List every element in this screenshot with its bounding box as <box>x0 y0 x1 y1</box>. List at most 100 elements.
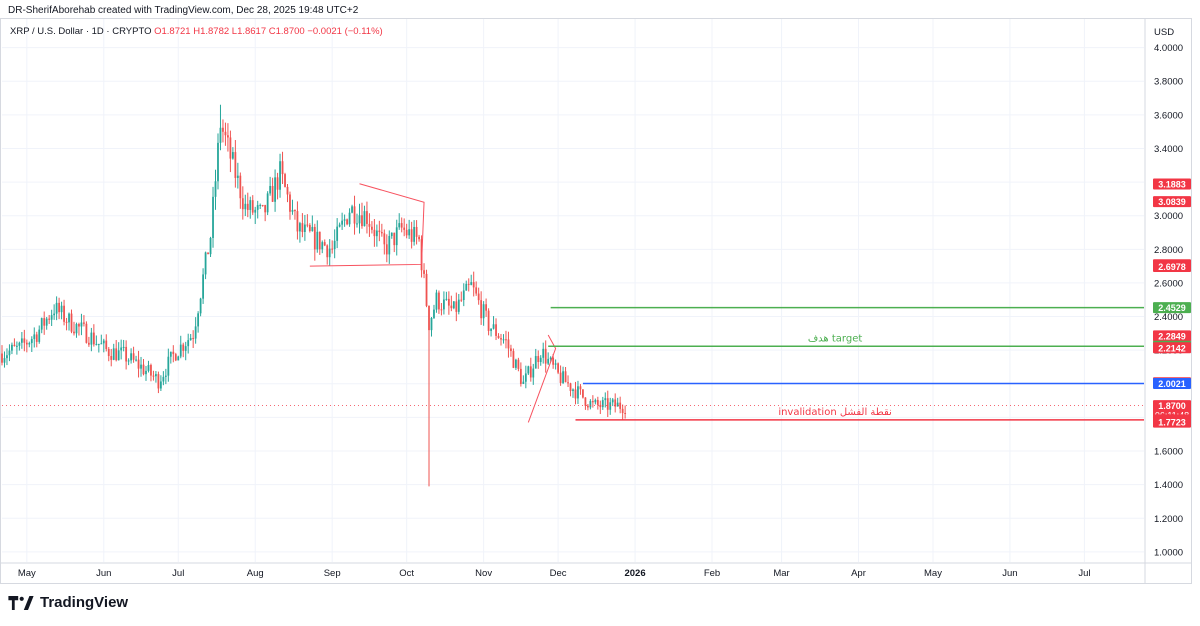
candle-body <box>78 324 80 327</box>
candle-body <box>266 193 269 213</box>
candle-body <box>145 370 147 375</box>
candle-body <box>333 240 336 250</box>
invalidation-label: invalidation نقطة الفشل <box>778 407 892 418</box>
candle-body <box>177 356 180 361</box>
candle-body <box>562 371 564 383</box>
candle-body <box>6 355 8 359</box>
ohlc-h: H1.8782 <box>193 26 232 37</box>
candle-body <box>500 338 502 340</box>
candle-body <box>150 365 152 376</box>
y-tick-label: 3.4000 <box>1154 144 1183 155</box>
candle-body <box>383 233 386 245</box>
candle-body <box>517 359 520 369</box>
candle-body <box>50 315 53 320</box>
candle-body <box>487 310 490 331</box>
candle-body <box>130 353 132 361</box>
candle-body <box>366 211 368 224</box>
candle-body <box>289 194 291 212</box>
candle-body <box>519 368 522 384</box>
candle-body <box>403 227 406 230</box>
candle-body <box>25 342 28 345</box>
candle-body <box>326 245 329 258</box>
candle-body <box>492 324 495 329</box>
y-tick-label: 2.4000 <box>1154 312 1183 323</box>
candle-body <box>557 363 560 373</box>
ohlc-o: O1.8721 <box>154 26 193 37</box>
candle-body <box>624 412 627 414</box>
candle-body <box>505 339 507 341</box>
candle-body <box>199 298 202 314</box>
candle-body <box>515 359 517 368</box>
candle-body <box>455 301 458 312</box>
x-tick-label: Oct <box>399 568 414 579</box>
candle-body <box>30 339 33 344</box>
candle-body <box>480 300 483 319</box>
candle-body <box>281 161 284 175</box>
candle-body <box>115 348 118 361</box>
candle-body <box>107 348 110 357</box>
candle-body <box>572 389 574 392</box>
candle-body <box>579 386 582 390</box>
candle-body <box>559 372 562 383</box>
candle-body <box>294 210 296 212</box>
target-label: هدف target <box>808 333 863 344</box>
price-label-tag <box>1153 302 1191 314</box>
candle-body <box>353 206 356 224</box>
candle-body <box>299 223 301 232</box>
candle-body <box>524 373 527 382</box>
candle-body <box>554 363 557 365</box>
candle-body <box>65 321 68 323</box>
candle-body <box>202 274 204 299</box>
price-label-text: 2.6978 <box>1158 262 1186 272</box>
candle-body <box>189 337 192 341</box>
candle-body <box>127 360 130 362</box>
candle-body <box>343 219 346 221</box>
candle-body <box>117 350 120 361</box>
candle-body <box>316 231 319 250</box>
candle-body <box>447 298 450 306</box>
y-tick-label: 4.0000 <box>1154 43 1183 54</box>
candle-body <box>182 344 185 351</box>
price-label-text: 1.8700 <box>1158 401 1186 411</box>
candle-body <box>440 309 443 311</box>
candle-body <box>358 215 361 224</box>
candle-body <box>147 365 150 371</box>
ohlc-change: −0.0021 (−0.11%) <box>307 26 382 37</box>
candle-body <box>512 351 515 368</box>
candle-body <box>279 161 281 190</box>
candle-body <box>207 252 209 255</box>
candle-body <box>395 227 398 246</box>
candle-body <box>544 348 547 364</box>
candle-body <box>462 290 465 300</box>
candle-body <box>222 127 224 132</box>
candle-body <box>132 353 135 360</box>
currency-label: USD <box>1154 27 1174 38</box>
candle-body <box>269 185 272 194</box>
candle-body <box>105 340 108 349</box>
price-label-text: 1.7723 <box>1158 418 1186 428</box>
candle-body <box>423 270 425 274</box>
candle-body <box>413 226 416 242</box>
candle-body <box>363 211 366 227</box>
candle-body <box>256 205 259 210</box>
candle-body <box>574 389 577 399</box>
candle-body <box>398 223 401 228</box>
tradingview-footer[interactable]: TradingView <box>8 594 128 611</box>
x-tick-label: Jul <box>172 568 184 579</box>
candle-body <box>85 323 88 343</box>
candle-body <box>467 283 470 285</box>
candle-body <box>102 340 105 344</box>
candle-body <box>271 185 274 202</box>
ohlc-l: L1.8617 <box>232 26 269 37</box>
candle-body <box>212 196 214 238</box>
candle-body <box>35 334 38 342</box>
candle-body <box>601 400 604 408</box>
symbol-info: XRP / U.S. Dollar · 1D · CRYPTO <box>10 26 154 37</box>
candle-body <box>497 335 500 339</box>
price-label-text: 3.0839 <box>1158 197 1186 207</box>
candle-body <box>495 324 497 336</box>
candle-body <box>549 357 552 359</box>
candle-body <box>425 273 428 306</box>
candle-body <box>465 283 468 291</box>
